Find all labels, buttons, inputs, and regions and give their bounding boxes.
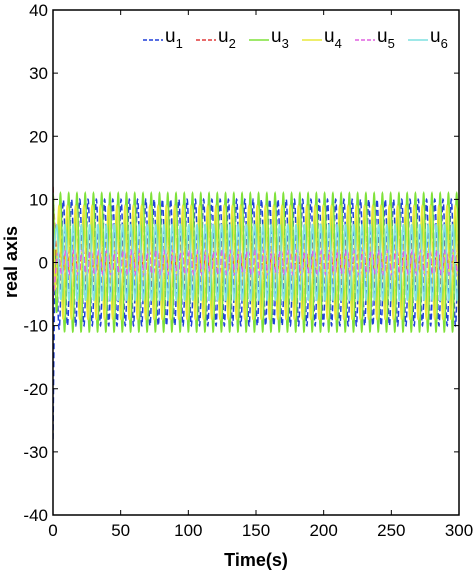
x-tick-label: 50 <box>111 521 130 540</box>
y-tick-label: 40 <box>29 1 48 20</box>
legend-entry-2: u2 <box>218 26 236 51</box>
y-tick-label: 30 <box>29 64 48 83</box>
legend-entry-5: u5 <box>377 26 395 51</box>
y-tick-label: 10 <box>29 190 48 209</box>
x-tick-label: 150 <box>242 521 270 540</box>
y-tick-label: 20 <box>29 127 48 146</box>
y-tick-label: -40 <box>23 506 48 525</box>
legend-entry-4: u4 <box>324 26 342 51</box>
x-tick-label: 100 <box>174 521 202 540</box>
x-tick-label: 0 <box>48 521 57 540</box>
legend-entry-6: u6 <box>430 26 448 51</box>
x-tick-label: 300 <box>445 521 473 540</box>
x-tick-label: 250 <box>377 521 405 540</box>
legend-entry-1: u1 <box>165 26 183 51</box>
y-tick-label: -10 <box>23 317 48 336</box>
series-line-6 <box>53 223 459 302</box>
series-layer <box>53 186 459 440</box>
x-axis-label: Time(s) <box>224 550 288 570</box>
y-tick-label: -20 <box>23 380 48 399</box>
y-tick-label: -30 <box>23 443 48 462</box>
y-tick-label: 0 <box>39 254 48 273</box>
series-line-3 <box>53 191 459 334</box>
legend-entry-3: u3 <box>271 26 289 51</box>
y-axis-label: real axis <box>1 226 21 298</box>
x-tick-label: 200 <box>309 521 337 540</box>
legend: u1 u2 u3 u4 u5 u6 <box>143 26 448 51</box>
series-line-4 <box>53 204 459 321</box>
